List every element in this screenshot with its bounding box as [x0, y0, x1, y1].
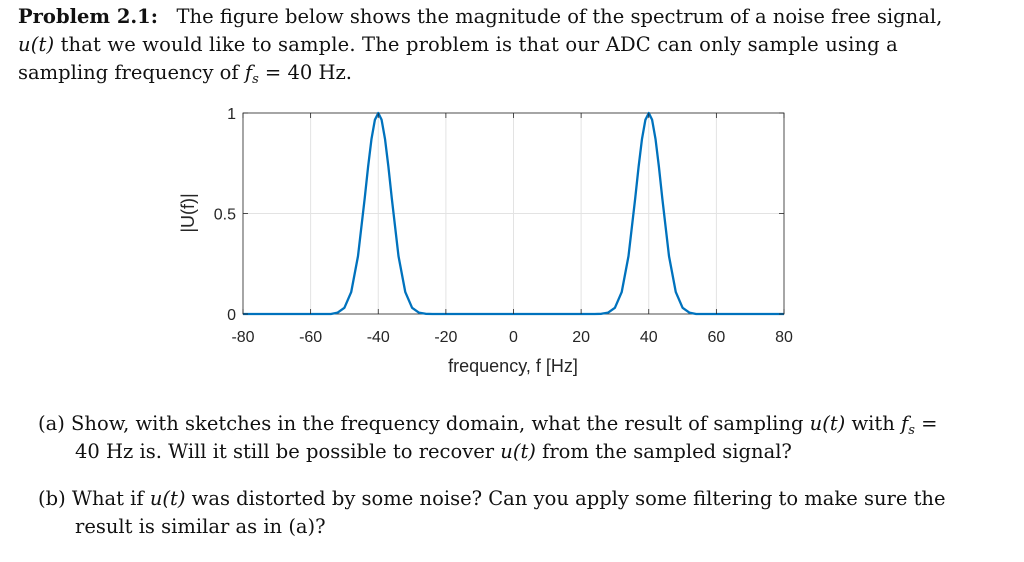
question-label: (a) [38, 412, 65, 435]
math-sub: s [908, 423, 915, 438]
question-b-line-2: result is similar as in (a)? [38, 513, 326, 541]
y-axis-label: |U(f)| [178, 193, 198, 232]
problem-line-1: Problem 2.1: The figure below shows the … [18, 3, 942, 31]
x-axis-label: frequency, f [Hz] [448, 356, 578, 376]
question-text: Show, with sketches in the frequency dom… [71, 412, 810, 435]
x-tick-label: -80 [231, 329, 254, 346]
math-f: f [244, 61, 253, 84]
x-tick-label: -20 [434, 329, 457, 346]
y-tick-label: 0.5 [214, 207, 236, 224]
question-text: was distorted by some noise? Can you app… [185, 487, 946, 510]
x-tick-label: -40 [367, 329, 390, 346]
question-text: with [845, 412, 902, 435]
problem-text: = 40 Hz. [258, 61, 352, 84]
x-tick-label: -60 [299, 329, 322, 346]
question-a-line-2: 40 Hz is. Will it still be possible to r… [38, 438, 792, 466]
y-tick-label: 0 [227, 307, 236, 324]
math-u: u(t) [149, 487, 186, 510]
y-tick-label: 1 [227, 106, 236, 123]
math-u: u(t) [18, 33, 55, 56]
problem-text: that we would like to sample. The proble… [54, 33, 898, 56]
math-u: u(t) [809, 412, 846, 435]
x-tick-label: 80 [775, 329, 793, 346]
question-text: = [914, 412, 938, 435]
problem-line-3: sampling frequency of fs = 40 Hz. [18, 59, 352, 94]
problem-text: The figure below shows the magnitude of … [176, 5, 943, 28]
question-text: from the sampled signal? [535, 440, 792, 463]
question-text: result is similar as in (a)? [75, 515, 326, 538]
question-text: What if [71, 487, 150, 510]
math-u: u(t) [500, 440, 536, 463]
math-sub: s [252, 72, 259, 87]
math-f: f [901, 412, 909, 435]
question-a: (a) Show, with sketches in the frequency… [38, 410, 937, 445]
x-tick-label: 40 [640, 329, 658, 346]
question-label: (b) [38, 487, 66, 510]
question-b: (b) What if u(t) was distorted by some n… [38, 485, 946, 513]
x-tick-label: 20 [572, 329, 590, 346]
x-tick-label: 60 [707, 329, 725, 346]
x-tick-label: 0 [509, 329, 518, 346]
problem-text: sampling frequency of [18, 61, 245, 84]
problem-label: Problem 2.1: [18, 5, 158, 28]
problem-line-2: u(t) that we would like to sample. The p… [18, 31, 898, 59]
question-text: 40 Hz is. Will it still be possible to r… [75, 440, 501, 463]
spectrum-chart: -80 -60 -40 -20 0 20 40 60 80 0 0.5 1 frequency, f … [178, 106, 793, 376]
